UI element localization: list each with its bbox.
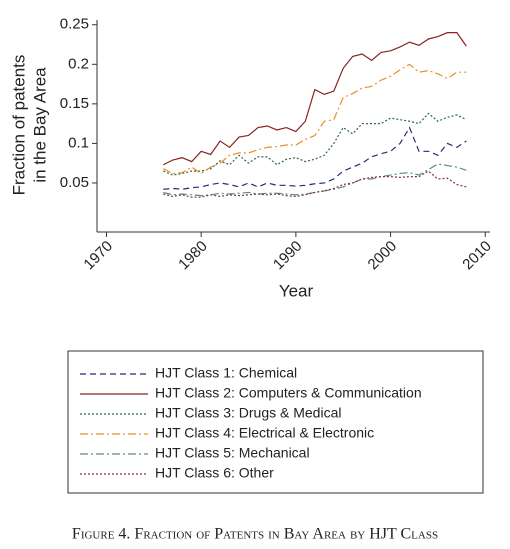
legend-label: HJT Class 4: Electrical & Electronic [155,425,374,441]
line-series [163,128,466,190]
x-tick-label: 1990 [270,238,306,274]
legend-label: HJT Class 5: Mechanical [155,445,310,461]
y-axis-label: Fraction of patents [9,55,28,196]
x-axis-label: Year [279,281,314,300]
y-axis-label: in the Bay Area [30,67,49,183]
legend-label: HJT Class 2: Computers & Communication [155,385,422,401]
x-tick-label: 1980 [175,238,211,274]
x-tick-label: 1970 [80,238,116,274]
x-tick-label: 2010 [459,238,495,274]
line-series [163,64,466,173]
legend-label: HJT Class 1: Chemical [155,365,297,381]
line-series [163,113,466,175]
line-series [163,33,466,165]
x-tick-label: 2000 [365,238,401,274]
y-tick-label: 0.2 [68,55,89,72]
y-tick-label: 0.1 [68,134,89,151]
caption: Figure 4. Fraction of Patents in Bay Are… [72,526,438,543]
legend-label: HJT Class 3: Drugs & Medical [155,405,341,421]
y-tick-label: 0.25 [60,16,89,33]
chart: Fraction of patents in the Bay Area Year… [0,0,510,549]
legend-label: HJT Class 6: Other [155,465,274,481]
y-tick-label: 0.05 [60,174,89,191]
y-tick-label: 0.15 [60,95,89,112]
